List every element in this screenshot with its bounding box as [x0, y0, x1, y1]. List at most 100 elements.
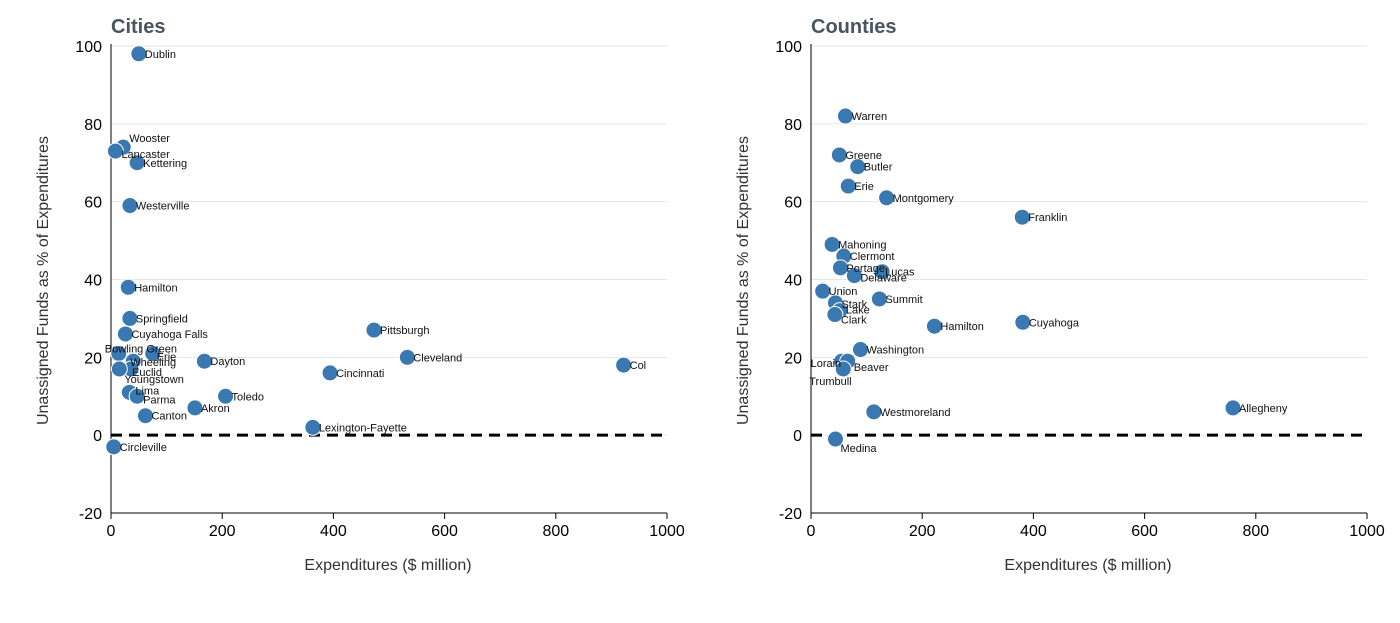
- y-tick-label: 60: [84, 195, 102, 212]
- point-label: Lorain: [811, 358, 842, 370]
- point-label: Dayton: [210, 356, 245, 368]
- data-point[interactable]: [136, 407, 154, 425]
- point-label: Cuyahoga: [1029, 317, 1080, 329]
- x-tick-label: 200: [209, 523, 236, 540]
- x-tick-label: 1000: [1349, 523, 1385, 540]
- point-label: Cincinnati: [336, 368, 384, 380]
- data-point[interactable]: [925, 317, 943, 335]
- data-point[interactable]: [865, 403, 883, 421]
- data-point[interactable]: [186, 399, 204, 417]
- data-point[interactable]: [105, 438, 123, 456]
- point-label: Franklin: [1028, 212, 1067, 224]
- data-point[interactable]: [831, 259, 849, 277]
- point-label: Montgomery: [893, 193, 955, 205]
- data-point[interactable]: [823, 235, 841, 253]
- data-points: [105, 45, 633, 456]
- point-label: Westmoreland: [880, 407, 951, 419]
- point-label: Stark: [841, 299, 867, 311]
- data-point[interactable]: [217, 387, 235, 405]
- y-tick-label: 80: [784, 117, 802, 134]
- data-point[interactable]: [836, 107, 854, 125]
- point-label: Toledo: [232, 391, 264, 403]
- point-label: Allegheny: [1239, 403, 1288, 415]
- point-label: Canton: [151, 411, 186, 423]
- point-label: Mahoning: [838, 239, 886, 251]
- data-point[interactable]: [119, 278, 137, 296]
- data-point[interactable]: [398, 348, 416, 366]
- y-tick-label: 0: [793, 428, 802, 445]
- point-label: Warren: [851, 111, 887, 123]
- point-label: Col: [630, 360, 647, 372]
- data-point[interactable]: [826, 306, 844, 324]
- data-point[interactable]: [110, 360, 128, 378]
- data-point[interactable]: [128, 154, 146, 172]
- data-point[interactable]: [834, 360, 852, 378]
- point-label: Greene: [845, 150, 882, 162]
- y-tick-label: 80: [84, 117, 102, 134]
- x-tick-label: 600: [1131, 523, 1158, 540]
- point-label: Summit: [885, 294, 922, 306]
- point-label: Union: [829, 286, 858, 298]
- data-point[interactable]: [121, 309, 139, 327]
- x-tick-label: 0: [107, 523, 116, 540]
- point-label: Bowling Green: [105, 343, 177, 355]
- data-point[interactable]: [321, 364, 339, 382]
- point-label: Cleveland: [413, 352, 462, 364]
- data-points: [814, 107, 1242, 448]
- data-point[interactable]: [814, 282, 832, 300]
- data-point[interactable]: [106, 142, 124, 160]
- gridlines: [811, 45, 1367, 436]
- data-point[interactable]: [128, 387, 146, 405]
- point-label: Beaver: [854, 362, 889, 374]
- x-tick-label: 400: [1020, 523, 1047, 540]
- data-point[interactable]: [845, 267, 863, 285]
- data-point[interactable]: [870, 290, 888, 308]
- data-point[interactable]: [878, 189, 896, 207]
- x-axis-title: Expenditures ($ million): [304, 557, 471, 574]
- data-point[interactable]: [195, 352, 213, 370]
- data-point[interactable]: [1224, 399, 1242, 417]
- data-point[interactable]: [116, 325, 134, 343]
- data-point[interactable]: [830, 146, 848, 164]
- point-label: Hamilton: [940, 321, 983, 333]
- point-label: Youngstown: [124, 374, 184, 386]
- data-point[interactable]: [839, 177, 857, 195]
- point-label: Springfield: [136, 313, 188, 325]
- point-label: Westerville: [136, 201, 190, 213]
- point-label: Wooster: [129, 133, 170, 145]
- data-point[interactable]: [144, 344, 162, 362]
- data-point[interactable]: [1013, 208, 1031, 226]
- data-point[interactable]: [826, 430, 844, 448]
- x-tick-label: 0: [807, 523, 816, 540]
- point-label: Cuyahoga Falls: [131, 329, 208, 341]
- y-tick-label: 20: [84, 350, 102, 367]
- point-label: Clermont: [850, 251, 895, 263]
- x-tick-label: 800: [1242, 523, 1269, 540]
- x-tick-label: 600: [431, 523, 458, 540]
- data-point[interactable]: [849, 158, 867, 176]
- point-label: Pittsburgh: [380, 325, 430, 337]
- point-label: Lexington-Fayette: [319, 422, 407, 434]
- data-point[interactable]: [615, 356, 633, 374]
- data-point[interactable]: [130, 45, 148, 63]
- point-label: Butler: [864, 162, 893, 174]
- x-tick-label: 200: [909, 523, 936, 540]
- y-tick-label: 0: [93, 428, 102, 445]
- point-label: Lucas: [885, 267, 915, 279]
- data-point[interactable]: [1014, 313, 1032, 331]
- data-point[interactable]: [365, 321, 383, 339]
- point-label: Circleville: [120, 442, 167, 454]
- x-axis-title: Expenditures ($ million): [1004, 557, 1171, 574]
- point-label: Clark: [841, 315, 867, 327]
- data-point[interactable]: [851, 341, 869, 359]
- point-label: Lancaster: [121, 149, 170, 161]
- y-tick-label: 20: [784, 350, 802, 367]
- y-tick-label: 100: [775, 39, 802, 56]
- point-label: Medina: [840, 443, 877, 455]
- point-label: Dublin: [145, 49, 176, 61]
- data-point[interactable]: [873, 263, 891, 281]
- data-point[interactable]: [121, 197, 139, 215]
- y-axis-title: Unassigned Funds as % of Expenditures: [35, 136, 52, 425]
- data-point[interactable]: [304, 418, 322, 436]
